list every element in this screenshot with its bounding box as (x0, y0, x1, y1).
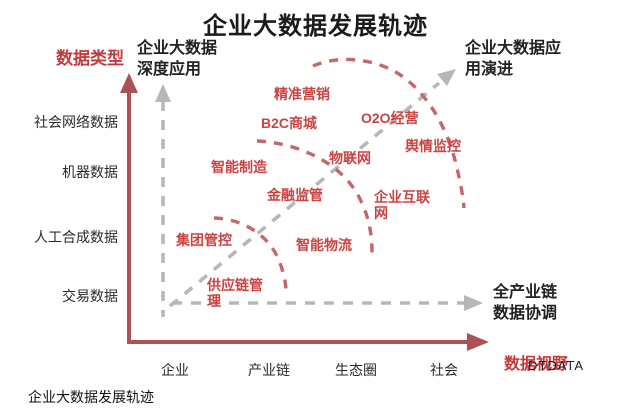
y-tick-machine-data: 机器数据 (62, 164, 118, 180)
stage-enterprise-internet: 企业互联网 (374, 189, 430, 221)
stage-smart-logistics: 智能物流 (296, 237, 352, 253)
outer-arc (312, 57, 466, 209)
dashed-horizontal-arrowhead-icon (464, 295, 483, 311)
x-tick-ecosystem: 生态圈 (335, 362, 377, 378)
dashed-diagonal-arrowhead-icon (437, 69, 456, 86)
dashed-diagonal-line (168, 81, 441, 308)
diagonal-arrow-label: 企业大数据应用演进 (465, 40, 562, 78)
stage-supply-chain-management: 供应链管理 (207, 277, 263, 309)
stage-iot: 物联网 (329, 150, 371, 166)
y-axis-title: 数据类型 (56, 49, 124, 68)
inner-arc (213, 216, 288, 293)
horizontal-arrow-label: 全产业链数据协调 (493, 284, 558, 322)
stage-smart-manufacturing: 智能制造 (211, 159, 267, 175)
watermark: DTDATA (528, 358, 585, 373)
page-title: 企业大数据发展轨迹 (203, 13, 428, 40)
y-tick-synthetic-data: 人工合成数据 (34, 229, 118, 245)
dashed-vertical-arrowhead-icon (155, 84, 171, 102)
x-tick-enterprise: 企业 (161, 362, 189, 378)
x-tick-society: 社会 (430, 362, 458, 378)
stage-group-control: 集团管控 (176, 232, 232, 248)
x-axis-arrowhead-icon (467, 333, 489, 351)
stage-b2c-mall: B2C商城 (261, 115, 318, 131)
y-tick-social-network-data: 社会网络数据 (34, 114, 118, 130)
x-axis-title: 数据视野 (504, 356, 569, 373)
y-arrow-label: 企业大数据深度应用 (137, 40, 218, 78)
stage-o2o-operation: O2O经营 (361, 110, 419, 126)
stage-sentiment-monitoring: 舆情监控 (405, 138, 461, 154)
y-axis-arrowhead-icon (120, 73, 138, 93)
y-tick-transaction-data: 交易数据 (62, 288, 118, 304)
middle-arc (256, 139, 374, 254)
x-tick-industry-chain: 产业链 (248, 362, 290, 378)
stage-financial-regulation: 金融监管 (267, 187, 323, 203)
stage-precision-marketing: 精准营销 (274, 86, 330, 102)
footer-caption: 企业大数据发展轨迹 (28, 389, 154, 405)
